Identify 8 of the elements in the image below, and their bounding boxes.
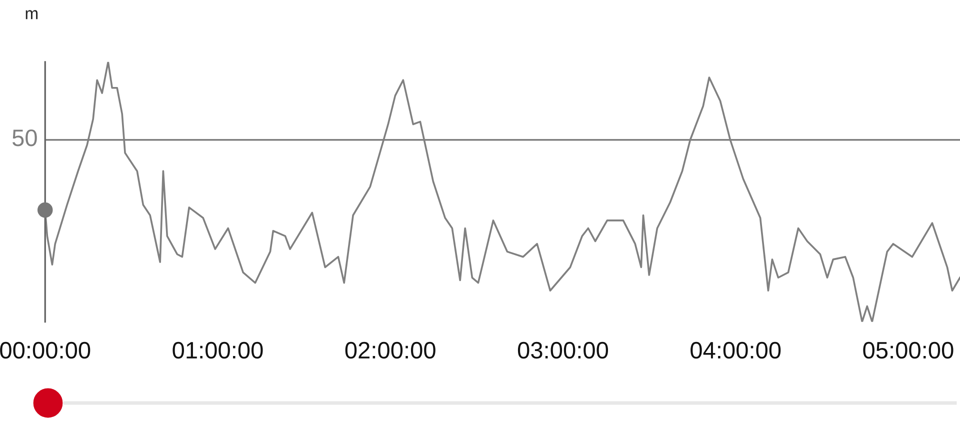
y-axis-title: m: [26, 10, 38, 20]
x-tick-label: 05:00:00: [863, 342, 954, 359]
x-tick-label: 02:00:00: [345, 342, 436, 359]
x-tick-label: 00:00:00: [0, 342, 90, 359]
x-tick-label: 03:00:00: [518, 342, 608, 359]
x-tick-label: 01:00:00: [172, 342, 263, 359]
text: 50: [12, 129, 37, 146]
x-tick-label: 04:00:00: [690, 342, 781, 359]
